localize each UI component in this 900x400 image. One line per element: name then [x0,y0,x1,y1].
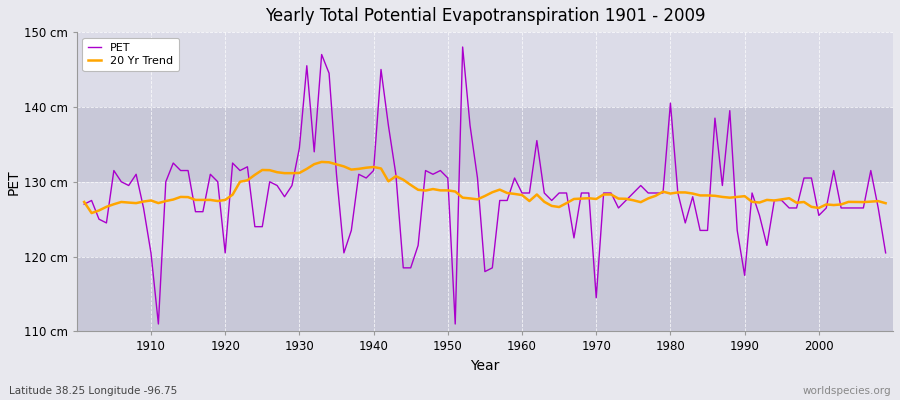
PET [79,202,90,207]
20 Yr Trend [361,165,372,170]
20 Yr Trend [146,198,157,203]
20 Yr Trend [524,199,535,204]
PET [138,206,148,210]
PET [153,322,164,326]
20 Yr Trend [531,192,542,197]
20 Yr Trend [880,201,891,206]
Y-axis label: PET: PET [7,169,21,194]
Bar [76,107,893,182]
Line: PET: PET [85,47,886,324]
PET [620,198,631,203]
PET [309,150,320,154]
Title: Yearly Total Potential Evapotranspiration 1901 - 2009: Yearly Total Potential Evapotranspiratio… [265,7,706,25]
PET [457,45,468,50]
Text: worldspecies.org: worldspecies.org [803,386,891,396]
Bar [76,32,893,107]
20 Yr Trend [316,160,327,164]
PET [354,172,364,177]
Text: Latitude 38.25 Longitude -96.75: Latitude 38.25 Longitude -96.75 [9,386,177,396]
Legend: PET, 20 Yr Trend: PET, 20 Yr Trend [82,38,179,71]
Bar [76,182,893,257]
20 Yr Trend [79,200,90,204]
20 Yr Trend [309,162,320,166]
PET [531,138,542,143]
20 Yr Trend [86,211,97,216]
Line: 20 Yr Trend: 20 Yr Trend [85,162,886,213]
PET [524,190,535,195]
PET [880,250,891,255]
Bar [76,257,893,332]
20 Yr Trend [620,196,631,201]
X-axis label: Year: Year [470,359,500,373]
